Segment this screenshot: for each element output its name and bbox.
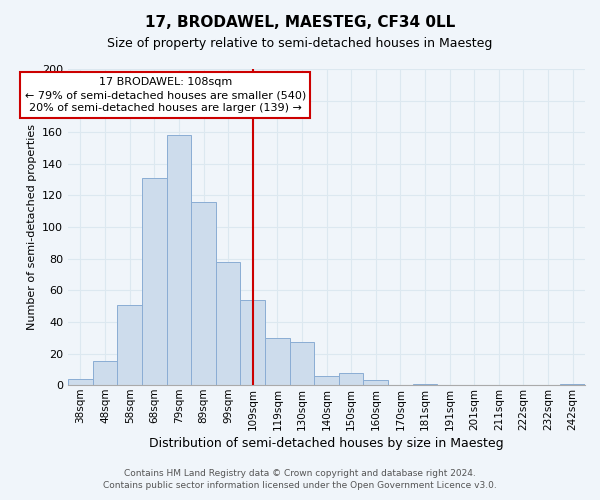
Bar: [413, 384, 437, 385]
Bar: [364, 380, 388, 385]
Bar: [339, 372, 364, 385]
X-axis label: Distribution of semi-detached houses by size in Maesteg: Distribution of semi-detached houses by …: [149, 437, 504, 450]
Bar: [93, 362, 118, 385]
Bar: [142, 178, 167, 385]
Bar: [290, 342, 314, 385]
Bar: [68, 379, 93, 385]
Bar: [216, 262, 241, 385]
Text: 17 BRODAWEL: 108sqm
← 79% of semi-detached houses are smaller (540)
20% of semi-: 17 BRODAWEL: 108sqm ← 79% of semi-detach…: [25, 77, 306, 114]
Text: Size of property relative to semi-detached houses in Maesteg: Size of property relative to semi-detach…: [107, 38, 493, 51]
Bar: [265, 338, 290, 385]
Text: Contains HM Land Registry data © Crown copyright and database right 2024.
Contai: Contains HM Land Registry data © Crown c…: [103, 468, 497, 490]
Bar: [560, 384, 585, 385]
Bar: [191, 202, 216, 385]
Y-axis label: Number of semi-detached properties: Number of semi-detached properties: [26, 124, 37, 330]
Bar: [118, 304, 142, 385]
Bar: [314, 376, 339, 385]
Text: 17, BRODAWEL, MAESTEG, CF34 0LL: 17, BRODAWEL, MAESTEG, CF34 0LL: [145, 15, 455, 30]
Bar: [167, 136, 191, 385]
Bar: [241, 300, 265, 385]
